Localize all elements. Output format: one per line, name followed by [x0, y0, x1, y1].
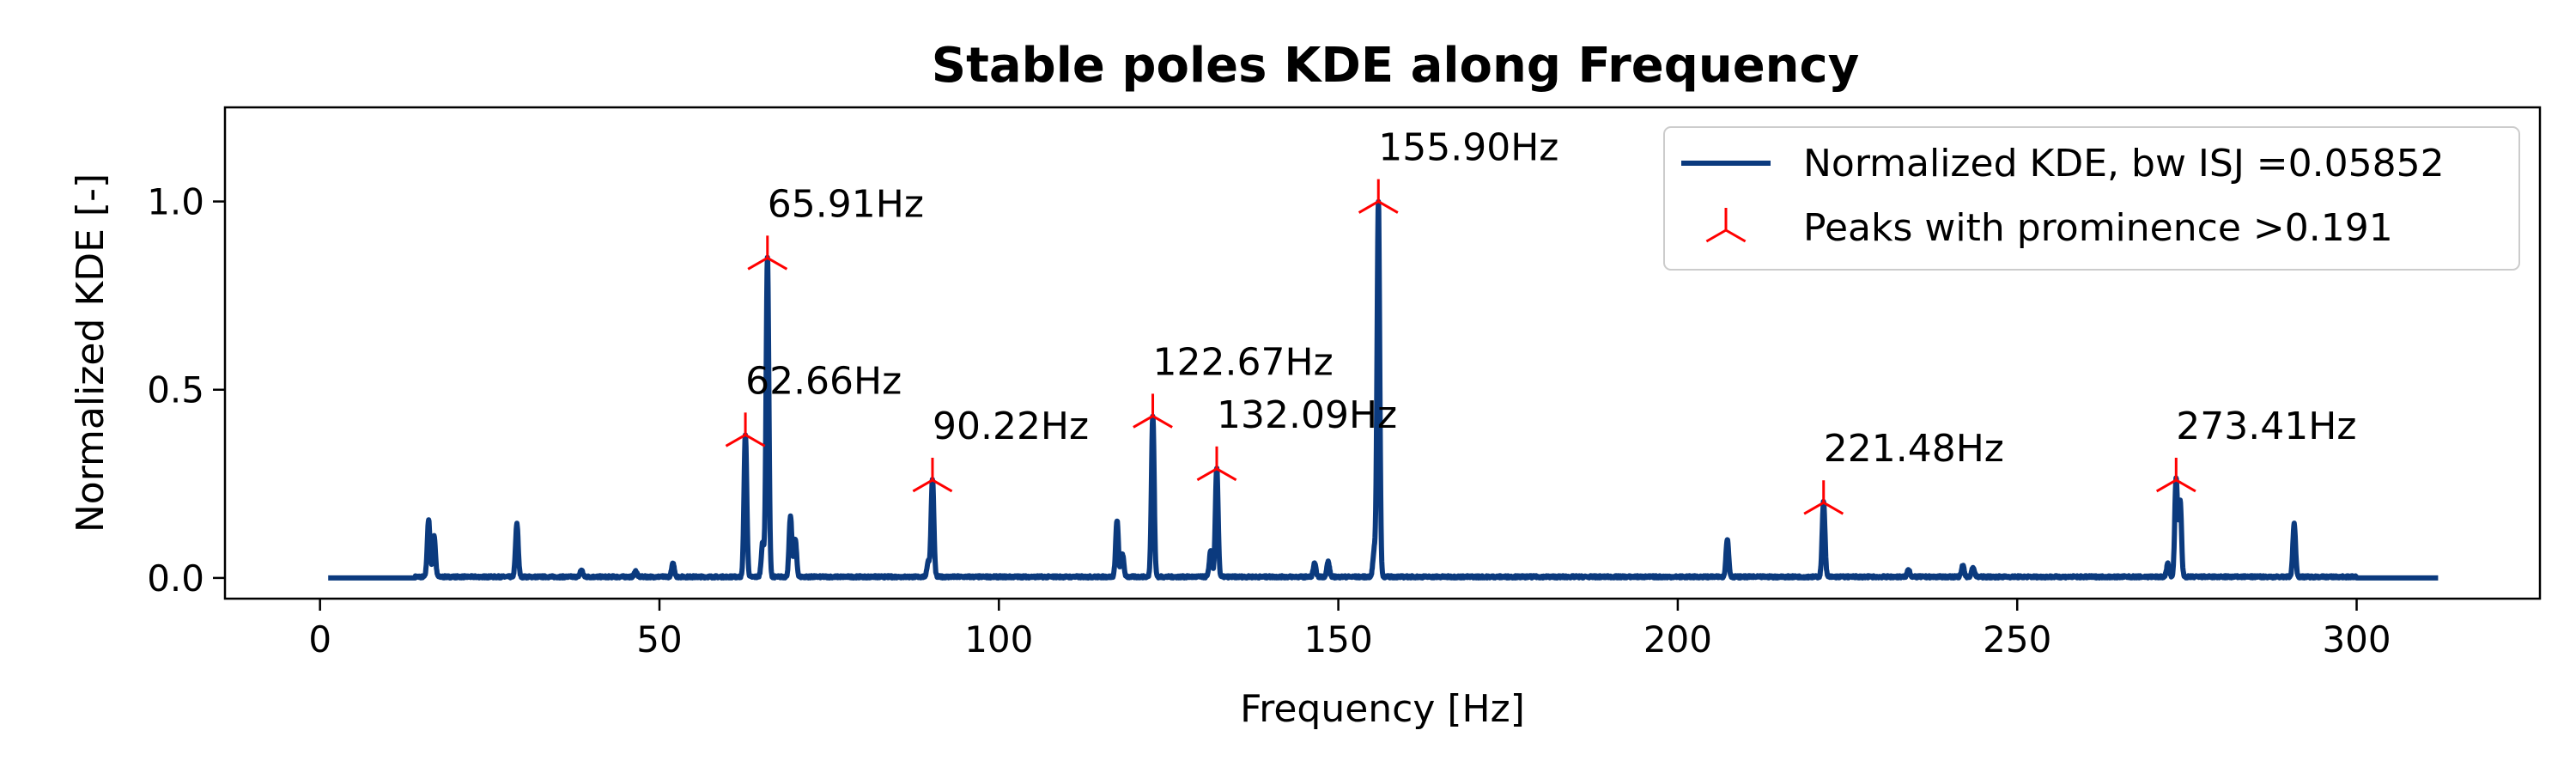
y-tick-label: 1.0 — [147, 181, 204, 223]
legend-label-peaks: Peaks with prominence >0.191 — [1803, 206, 2393, 250]
chart-title: Stable poles KDE along Frequency — [932, 38, 1860, 94]
plot-frame — [223, 106, 2542, 600]
peak-marker — [747, 235, 788, 271]
legend-box — [1663, 126, 2520, 271]
peak-label: 132.09Hz — [1217, 393, 1397, 437]
x-tick-label: 50 — [636, 618, 682, 660]
peak-label: 90.22Hz — [933, 405, 1089, 448]
y-tick-label: 0.5 — [147, 369, 204, 411]
kde-series-line — [325, 198, 2440, 581]
x-tick-label: 200 — [1643, 618, 1712, 660]
peak-label: 155.90Hz — [1378, 126, 1558, 170]
x-tick-label: 250 — [1983, 618, 2051, 660]
peak-label: 65.91Hz — [768, 182, 924, 226]
legend: Normalized KDE, bw ISJ =0.05852 Peaks wi… — [1663, 126, 2520, 271]
x-tick-label: 0 — [308, 618, 331, 660]
peak-label: 273.41Hz — [2176, 405, 2356, 448]
x-tick-label: 150 — [1304, 618, 1373, 660]
peak-label: 62.66Hz — [745, 359, 902, 403]
legend-peak-marker-swatch — [1705, 208, 1747, 243]
peak-label: 122.67Hz — [1153, 340, 1334, 384]
peak-marker — [725, 412, 766, 447]
plot-area: 62.66Hz 65.91Hz 90.22Hz 122.67Hz 132.09Hz 155… — [325, 126, 2440, 581]
peak-marker — [1803, 480, 1844, 515]
peak-marker — [912, 457, 953, 493]
x-tick-label: 100 — [964, 618, 1033, 660]
peak-marker — [2155, 457, 2196, 493]
x-tick-label: 300 — [2322, 618, 2391, 660]
x-axis-label: Frequency [Hz] — [1240, 687, 1525, 731]
legend-label-kde: Normalized KDE, bw ISJ =0.05852 — [1803, 142, 2445, 186]
peak-labels: 62.66Hz 65.91Hz 90.22Hz 122.67Hz 132.09Hz 155… — [745, 126, 2356, 472]
peak-marker — [1358, 179, 1399, 214]
peak-markers — [725, 179, 2196, 515]
y-tick-label: 0.0 — [147, 557, 204, 600]
y-axis-label: Normalized KDE [-] — [69, 173, 112, 533]
x-axis: 0 50 100 150 200 250 300 — [308, 599, 2391, 660]
y-axis: 0.0 0.5 1.0 — [147, 181, 225, 600]
peak-marker — [1196, 446, 1237, 482]
peak-label: 221.48Hz — [1824, 427, 2004, 471]
peak-marker — [1133, 393, 1173, 429]
